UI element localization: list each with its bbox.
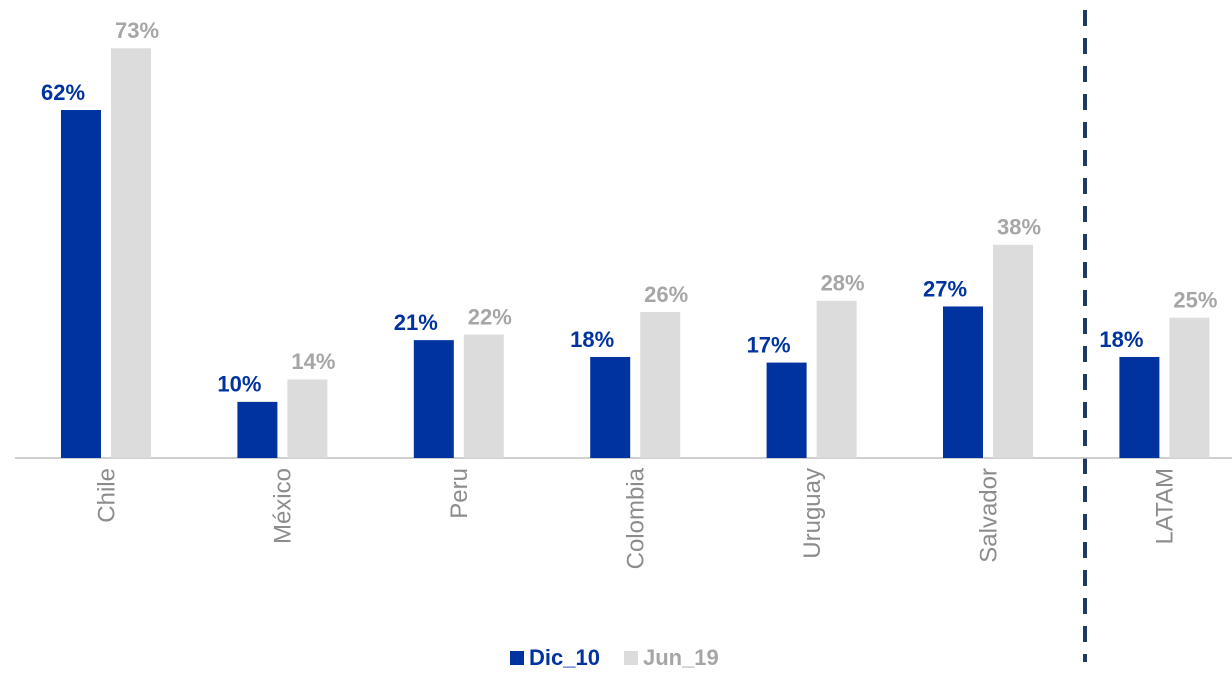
bar [111, 48, 151, 458]
data-label: 25% [1173, 288, 1217, 313]
x-tick-label: México [270, 468, 297, 544]
x-tick-label: Colombia [623, 467, 650, 569]
legend-label: Dic_10 [529, 645, 600, 670]
bar [61, 110, 101, 459]
bar [816, 300, 857, 458]
data-label: 73% [115, 18, 159, 43]
x-tick-label: Uruguay [799, 468, 826, 559]
data-label: 14% [291, 349, 335, 374]
data-label: 10% [217, 372, 261, 397]
data-label: 26% [644, 282, 688, 307]
bar [237, 401, 278, 458]
bar [1169, 317, 1210, 458]
x-tick-label: Peru [446, 468, 473, 519]
data-label: 38% [997, 215, 1041, 240]
x-tick-label: Chile [93, 468, 120, 523]
bar [287, 379, 328, 458]
bar [1119, 356, 1160, 458]
bar [993, 244, 1033, 458]
data-label: 22% [468, 304, 512, 329]
data-label: 21% [394, 310, 438, 335]
bar [590, 356, 631, 458]
data-label: 18% [570, 327, 614, 352]
legend-label: Jun_19 [643, 645, 719, 670]
data-label: 28% [821, 271, 865, 296]
x-tick-label: Salvador [975, 468, 1002, 563]
bar [640, 312, 681, 458]
bar [413, 340, 454, 458]
bar [943, 306, 983, 458]
data-label: 18% [1099, 327, 1143, 352]
bar [766, 362, 807, 458]
data-label: 27% [923, 276, 967, 301]
data-label: 17% [747, 332, 791, 357]
legend-swatch [623, 651, 638, 665]
x-tick-label: LATAM [1152, 468, 1179, 544]
bar [463, 334, 504, 458]
data-label: 62% [41, 80, 85, 105]
legend-swatch [510, 651, 524, 665]
